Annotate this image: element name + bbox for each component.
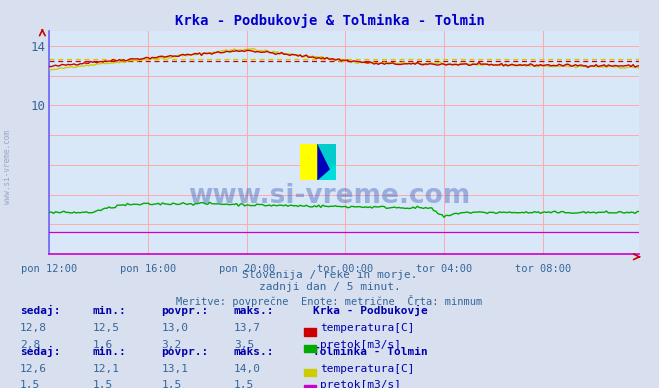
Text: tor 04:00: tor 04:00 — [416, 264, 472, 274]
Text: 12,1: 12,1 — [92, 364, 119, 374]
Text: 13,7: 13,7 — [234, 323, 261, 333]
Text: Tolminka - Tolmin: Tolminka - Tolmin — [313, 347, 428, 357]
Text: 12,8: 12,8 — [20, 323, 47, 333]
Text: sedaj:: sedaj: — [20, 346, 60, 357]
Text: 12,5: 12,5 — [92, 323, 119, 333]
Text: tor 00:00: tor 00:00 — [317, 264, 374, 274]
Text: min.:: min.: — [92, 306, 126, 316]
Text: 13,1: 13,1 — [161, 364, 188, 374]
Text: pon 16:00: pon 16:00 — [120, 264, 176, 274]
Text: 12,6: 12,6 — [20, 364, 47, 374]
Text: min.:: min.: — [92, 347, 126, 357]
Text: povpr.:: povpr.: — [161, 306, 209, 316]
Text: pon 12:00: pon 12:00 — [21, 264, 78, 274]
Text: 2,8: 2,8 — [20, 340, 40, 350]
Text: 3,5: 3,5 — [234, 340, 254, 350]
Text: www.si-vreme.com: www.si-vreme.com — [188, 183, 471, 209]
Text: tor 08:00: tor 08:00 — [515, 264, 571, 274]
Text: temperatura[C]: temperatura[C] — [320, 323, 415, 333]
Text: 13,0: 13,0 — [161, 323, 188, 333]
Text: 1,5: 1,5 — [92, 380, 113, 388]
Text: pretok[m3/s]: pretok[m3/s] — [320, 340, 401, 350]
Text: 1,5: 1,5 — [20, 380, 40, 388]
Bar — [300, 144, 318, 180]
Text: 1,6: 1,6 — [92, 340, 113, 350]
Text: Krka - Podbukovje: Krka - Podbukovje — [313, 305, 428, 316]
Text: pretok[m3/s]: pretok[m3/s] — [320, 380, 401, 388]
Text: Slovenija / reke in morje.: Slovenija / reke in morje. — [242, 270, 417, 280]
Text: 1,5: 1,5 — [234, 380, 254, 388]
Polygon shape — [318, 144, 336, 180]
Text: pon 20:00: pon 20:00 — [219, 264, 275, 274]
Text: sedaj:: sedaj: — [20, 305, 60, 316]
Text: temperatura[C]: temperatura[C] — [320, 364, 415, 374]
Text: maks.:: maks.: — [234, 306, 274, 316]
Polygon shape — [318, 144, 336, 180]
Text: zadnji dan / 5 minut.: zadnji dan / 5 minut. — [258, 282, 401, 293]
Text: maks.:: maks.: — [234, 347, 274, 357]
Text: 1,5: 1,5 — [161, 380, 182, 388]
Text: 14,0: 14,0 — [234, 364, 261, 374]
Text: povpr.:: povpr.: — [161, 347, 209, 357]
Polygon shape — [318, 164, 336, 180]
Text: www.si-vreme.com: www.si-vreme.com — [3, 130, 13, 204]
Text: Krka - Podbukovje & Tolminka - Tolmin: Krka - Podbukovje & Tolminka - Tolmin — [175, 14, 484, 28]
Text: Meritve: povprečne  Enote: metrične  Črta: minmum: Meritve: povprečne Enote: metrične Črta:… — [177, 295, 482, 307]
Text: 3,2: 3,2 — [161, 340, 182, 350]
